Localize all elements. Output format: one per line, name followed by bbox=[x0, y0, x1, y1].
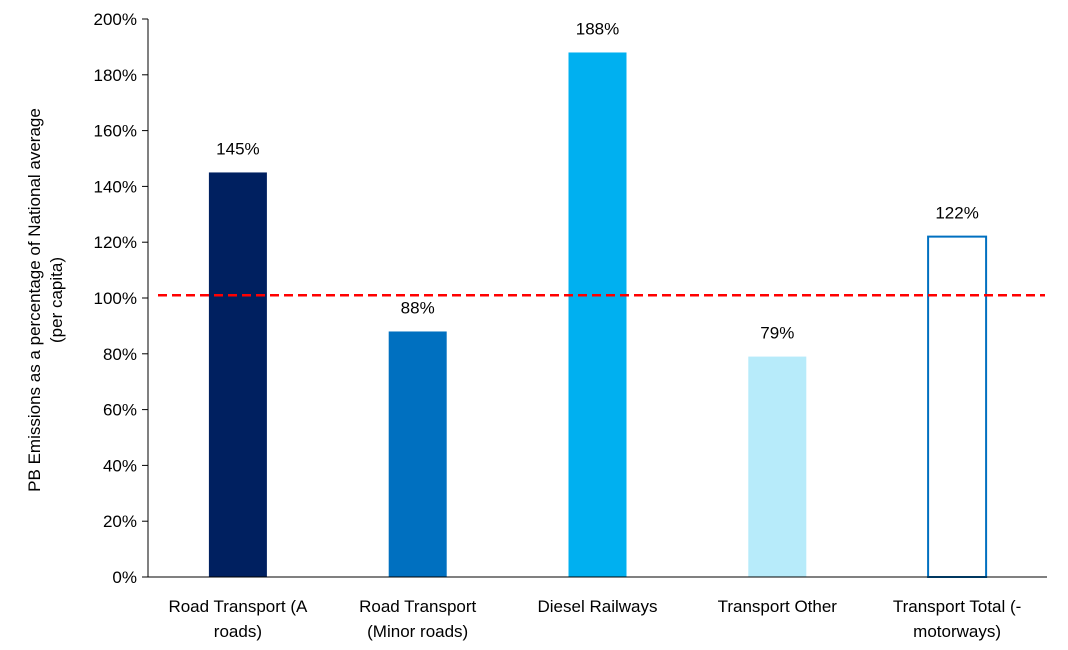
y-tick-label: 140% bbox=[94, 177, 137, 196]
y-tick-label: 40% bbox=[103, 456, 137, 475]
x-tick-label: motorways) bbox=[913, 622, 1001, 641]
x-tick-label: Road Transport bbox=[359, 597, 476, 616]
x-tick-label: Diesel Railways bbox=[538, 597, 658, 616]
bar-2 bbox=[388, 331, 447, 577]
x-tick-label: (Minor roads) bbox=[367, 622, 468, 641]
y-axis-ticks: 0% 20% 40% 60% 80% 100% 120% 140% 160% 180% 200% bbox=[94, 10, 148, 587]
x-axis-ticks: Road Transport (A roads) Road Transport (Mi… bbox=[168, 597, 1021, 641]
y-tick-label: 160% bbox=[94, 122, 137, 141]
x-tick-label: roads) bbox=[214, 622, 262, 641]
y-tick-label: 0% bbox=[112, 568, 137, 587]
y-axis-title-line-1: PB Emissions as a percentage of National… bbox=[25, 108, 44, 492]
data-label: 88% bbox=[401, 298, 435, 317]
bars bbox=[208, 52, 988, 578]
x-tick-label: Transport Other bbox=[718, 597, 838, 616]
y-tick-label: 180% bbox=[94, 66, 137, 85]
data-label: 79% bbox=[760, 324, 794, 343]
data-labels: 145% 88% 188% 79% 122% bbox=[216, 19, 979, 342]
data-label: 122% bbox=[935, 204, 978, 223]
x-tick-label: Road Transport (A bbox=[168, 597, 308, 616]
data-label: 145% bbox=[216, 139, 259, 158]
y-axis-title: PB Emissions as a percentage of National… bbox=[25, 108, 66, 492]
y-axis-title-line-2: (per capita) bbox=[47, 257, 66, 343]
bar-5 bbox=[927, 235, 988, 578]
data-label: 188% bbox=[576, 19, 619, 38]
y-tick-label: 80% bbox=[103, 345, 137, 364]
y-tick-label: 60% bbox=[103, 401, 137, 420]
y-tick-label: 100% bbox=[94, 289, 137, 308]
bar-4 bbox=[748, 356, 807, 577]
axes bbox=[147, 19, 1047, 578]
bar-3 bbox=[568, 52, 627, 578]
y-tick-label: 200% bbox=[94, 10, 137, 29]
y-tick-label: 20% bbox=[103, 512, 137, 531]
x-tick-label: Transport Total (- bbox=[893, 597, 1022, 616]
y-tick-label: 120% bbox=[94, 233, 137, 252]
bar-1 bbox=[208, 172, 267, 577]
